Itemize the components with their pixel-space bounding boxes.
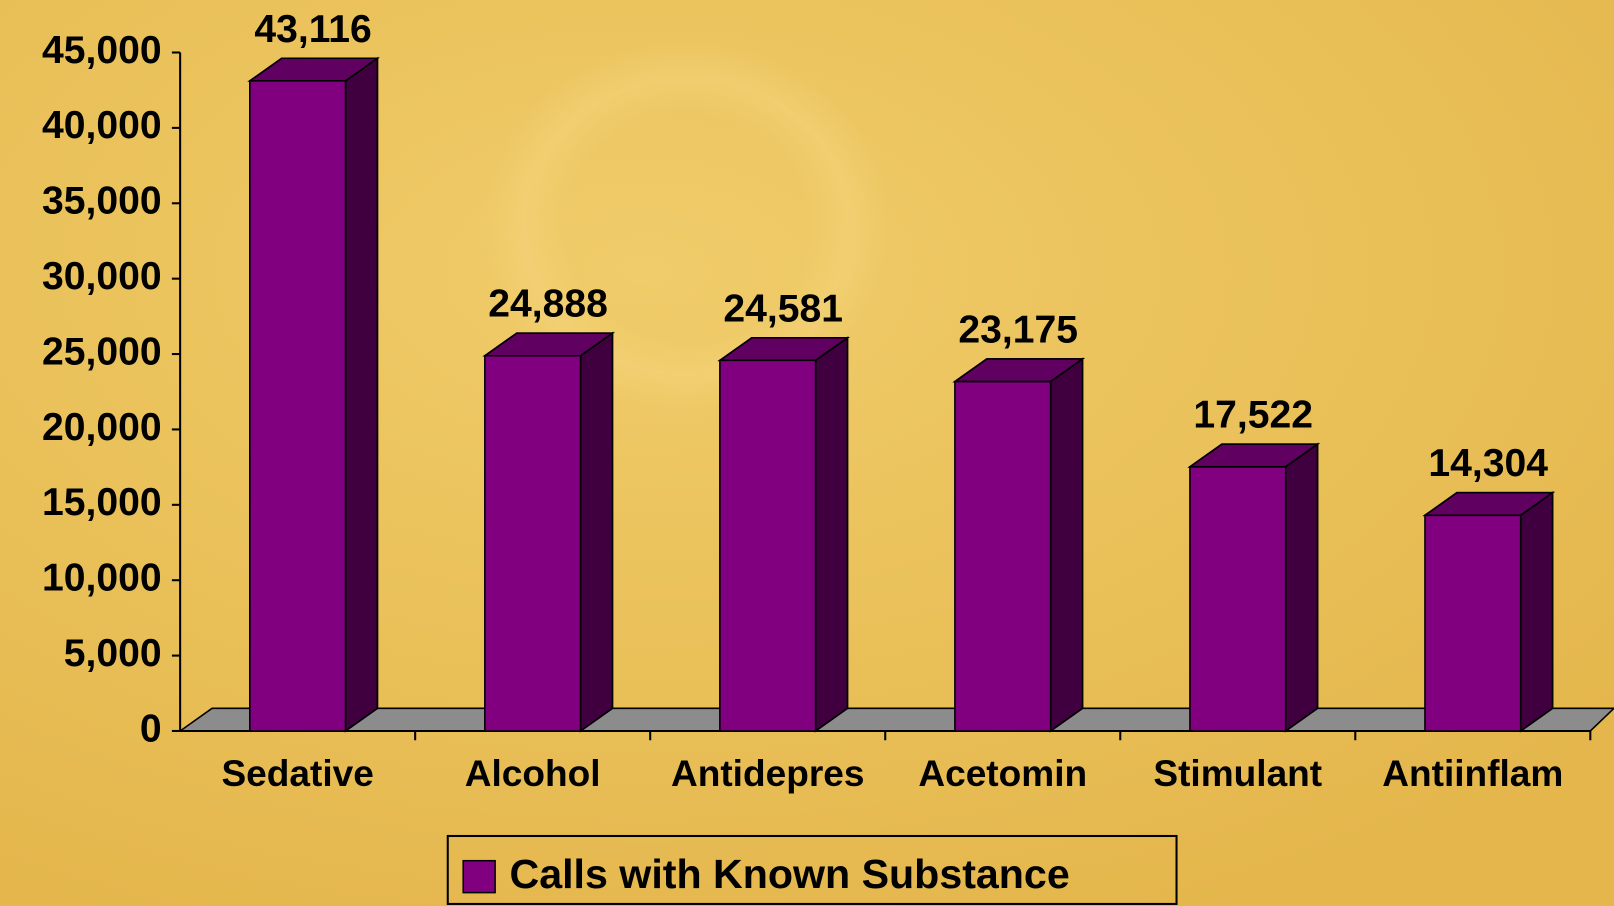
y-tick-label: 30,000: [42, 255, 162, 298]
bar: [717, 336, 850, 733]
legend-box: [446, 834, 1178, 905]
bar: [482, 331, 615, 733]
bar-side-shade: [1284, 442, 1319, 733]
bar: [247, 56, 380, 733]
bar: [1187, 442, 1320, 733]
bar-front: [1189, 466, 1287, 732]
x-tick-label: Stimulant: [1153, 752, 1322, 794]
value-label: 17,522: [1193, 394, 1313, 437]
y-tick-label: 35,000: [42, 180, 162, 223]
bar: [952, 357, 1085, 733]
value-label: 14,304: [1428, 442, 1548, 485]
floor: [177, 707, 1614, 732]
bar-front: [484, 354, 582, 732]
bar: [1422, 491, 1556, 733]
x-tick-label: Sedative: [221, 752, 373, 794]
x-tick-label: Antidepres: [671, 752, 864, 794]
bar-side-shade: [344, 56, 379, 733]
x-tick-label: Antiinflam: [1382, 752, 1563, 794]
bar-front: [1424, 514, 1522, 732]
legend-label: Calls with Known Substance: [510, 851, 1070, 897]
value-label: 24,888: [488, 283, 608, 326]
bar-front: [249, 80, 347, 732]
bar-side-shade: [1049, 357, 1084, 733]
bar-front: [954, 380, 1052, 732]
bar-side-shade: [814, 336, 849, 733]
y-tick-label: 45,000: [42, 29, 162, 72]
y-tick-label: 15,000: [42, 481, 162, 524]
legend-swatch: [462, 859, 496, 894]
value-label: 43,116: [254, 8, 371, 51]
y-tick-label: 20,000: [42, 406, 162, 449]
x-tick-label: Acetomin: [918, 752, 1087, 794]
y-tick-label: 5,000: [64, 632, 162, 675]
bar-side-shade: [579, 331, 614, 733]
y-tick-label: 25,000: [42, 330, 162, 373]
y-tick-label: 10,000: [42, 557, 162, 600]
y-tick-label: 40,000: [42, 104, 162, 147]
value-label: 24,581: [723, 287, 843, 330]
value-label: 23,175: [958, 308, 1078, 351]
x-tick-label: Alcohol: [465, 752, 601, 794]
y-tick-label: 0: [140, 707, 162, 750]
bar-front: [719, 359, 817, 732]
bar-side-shade: [1519, 491, 1554, 733]
